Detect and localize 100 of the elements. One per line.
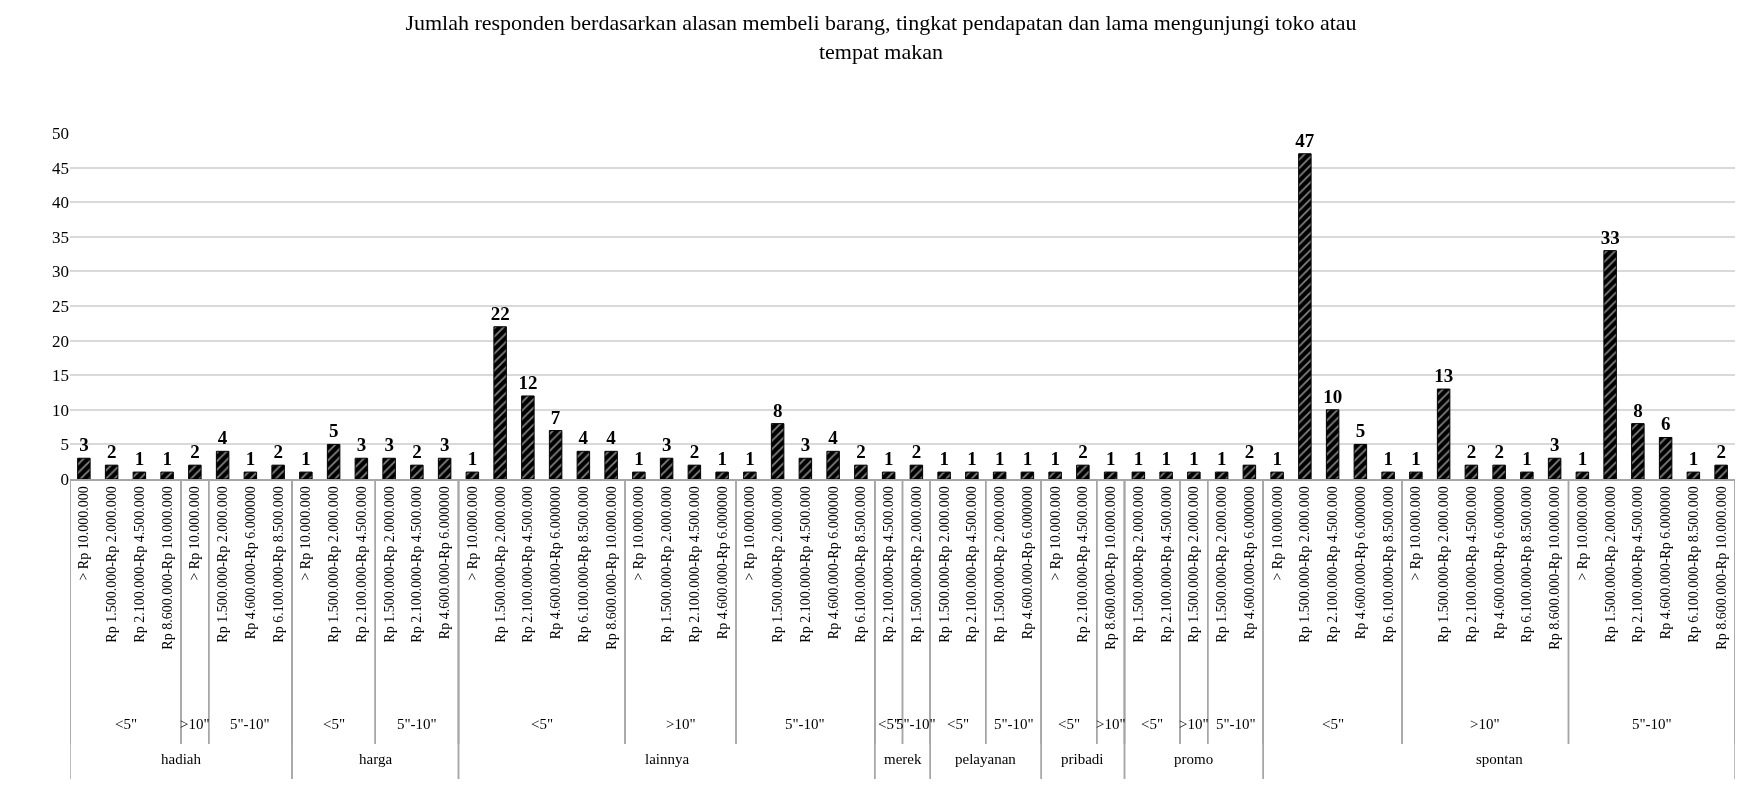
data-label: 2 [911, 441, 922, 463]
bar [1076, 464, 1090, 479]
bar [1131, 471, 1146, 479]
bar [437, 457, 452, 479]
bar [1603, 250, 1617, 479]
bar [1575, 471, 1590, 479]
bar [743, 471, 757, 479]
x-tick-label: > Rp 10.000.000 [1269, 486, 1285, 581]
x-tick-label: > Rp 10.000.000 [742, 486, 758, 581]
bar [1103, 471, 1118, 479]
y-tick-label: 40 [52, 193, 69, 213]
bar [548, 430, 563, 479]
x-tick-label: Rp 6.100.000-Rp 8.500.000 [1519, 486, 1535, 643]
x-tick-label: Rp 2.100.000-Rp 4.500.000 [1630, 486, 1646, 643]
data-label: 3 [79, 434, 89, 456]
y-tick-label: 30 [52, 262, 69, 282]
x-tick-label: Rp 1.500.000-Rp 2.000.000 [908, 486, 924, 643]
data-label: 4 [606, 427, 617, 449]
bar [215, 450, 230, 479]
data-label: 1 [1050, 448, 1060, 470]
bar [937, 471, 951, 479]
x-tick-label: Rp 1.500.000-Rp 2.000.000 [492, 486, 508, 643]
data-label: 2 [190, 441, 200, 463]
data-label: 1 [967, 448, 977, 470]
text: 5"-10" [1216, 716, 1256, 732]
x-tick-label: > Rp 10.000.000 [1408, 486, 1424, 581]
data-label: 1 [162, 448, 172, 470]
x-tick-label: Rp 6.100.000-Rp 8.500.000 [1380, 486, 1396, 643]
text: 5"-10" [785, 716, 825, 732]
x-tick-label: Rp 1.500.000-Rp 2.000.000 [1186, 486, 1202, 643]
data-label: 3 [661, 434, 672, 456]
data-label: 2 [273, 441, 283, 463]
x-tick-label: Rp 1.500.000-Rp 2.000.000 [326, 486, 342, 643]
data-label: 6 [1660, 413, 1671, 435]
text: pribadi [1061, 751, 1104, 767]
y-tick-label: 0 [60, 469, 69, 489]
bar [1214, 471, 1229, 479]
x-tick-label: Rp 2.100.000-Rp 4.500.000 [131, 486, 147, 643]
bar [132, 471, 147, 479]
x-tick-label: Rp 2.100.000-Rp 4.500.000 [1158, 486, 1174, 643]
data-label: 1 [994, 448, 1005, 470]
data-label: 47 [1295, 129, 1315, 151]
x-tick-label: Rp 8.600.000-Rp 10.000.000 [603, 486, 619, 650]
data-label: 2 [1078, 441, 1088, 463]
data-label: 1 [134, 448, 145, 470]
data-label: 1 [1577, 448, 1588, 470]
x-tick-label: Rp 1.500.000-Rp 2.000.000 [1130, 486, 1146, 643]
text: 5"-10" [397, 716, 437, 732]
x-tick-label: Rp 4.600.000-Rp 6.000000 [1352, 486, 1368, 640]
x-tick-label: Rp 4.600.000-Rp 6.000000 [825, 486, 841, 640]
data-label: 1 [1133, 448, 1144, 470]
bar [382, 457, 396, 479]
y-tick-label: 10 [52, 400, 69, 420]
x-tick-label: Rp 4.600.000-Rp 6.000000 [1241, 486, 1257, 640]
x-tick-label: Rp 8.600.000-Rp 10.000.000 [1713, 486, 1729, 650]
data-label: 4 [217, 427, 228, 449]
bar [1714, 464, 1728, 479]
data-label: 1 [939, 448, 949, 470]
text: spontan [1476, 751, 1524, 767]
x-tick-label: Rp 1.500.000-Rp 2.000.000 [936, 486, 952, 643]
bar [1187, 471, 1201, 479]
x-tick-label: Rp 2.100.000-Rp 4.500.000 [1463, 486, 1479, 643]
x-tick-label: Rp 8.600.000-Rp 10.000.000 [1103, 486, 1119, 650]
data-label: 1 [1105, 448, 1116, 470]
data-label: 7 [550, 406, 561, 428]
bar [1686, 471, 1701, 479]
data-label: 1 [1383, 448, 1393, 470]
x-tick-label: > Rp 10.000.000 [1574, 486, 1590, 581]
x-tick-label: Rp 6.100.000-Rp 8.500.000 [575, 486, 591, 643]
data-label: 3 [800, 434, 811, 456]
bar [243, 471, 258, 479]
y-tick-label: 50 [52, 123, 69, 143]
x-tick-label: Rp 1.500.000-Rp 2.000.000 [1297, 486, 1313, 643]
text: >10" [180, 716, 210, 732]
bar [299, 471, 313, 479]
bar [1547, 457, 1562, 479]
bar [881, 471, 896, 479]
data-label: 3 [1549, 434, 1560, 456]
data-label: 1 [1688, 448, 1699, 470]
x-tick-label: Rp 1.500.000-Rp 2.000.000 [659, 486, 675, 643]
x-tick-label: > Rp 10.000.000 [1047, 486, 1063, 581]
bar [1381, 471, 1395, 479]
x-tick-label: Rp 1.500.000-Rp 2.000.000 [215, 486, 231, 643]
data-label: 22 [490, 302, 510, 324]
text: >10" [1096, 716, 1126, 732]
x-tick-label: > Rp 10.000.000 [76, 486, 92, 581]
x-tick-label: Rp 1.500.000-Rp 2.000.000 [1214, 486, 1230, 643]
data-label: 12 [518, 371, 538, 393]
data-label: 1 [883, 448, 894, 470]
text: 5"-10" [994, 716, 1034, 732]
x-tick-label: Rp 1.500.000-Rp 2.000.000 [992, 486, 1008, 643]
bar [992, 471, 1007, 479]
bar [521, 395, 535, 479]
bar [1020, 471, 1035, 479]
text: merek [884, 751, 922, 767]
text: <5" [1322, 716, 1345, 732]
data-label: 5 [1355, 420, 1366, 442]
x-tick-label: Rp 1.500.000-Rp 2.000.000 [1602, 486, 1618, 643]
text: >10" [1179, 716, 1209, 732]
x-tick-label: Rp 1.500.000-Rp 2.000.000 [381, 486, 397, 643]
